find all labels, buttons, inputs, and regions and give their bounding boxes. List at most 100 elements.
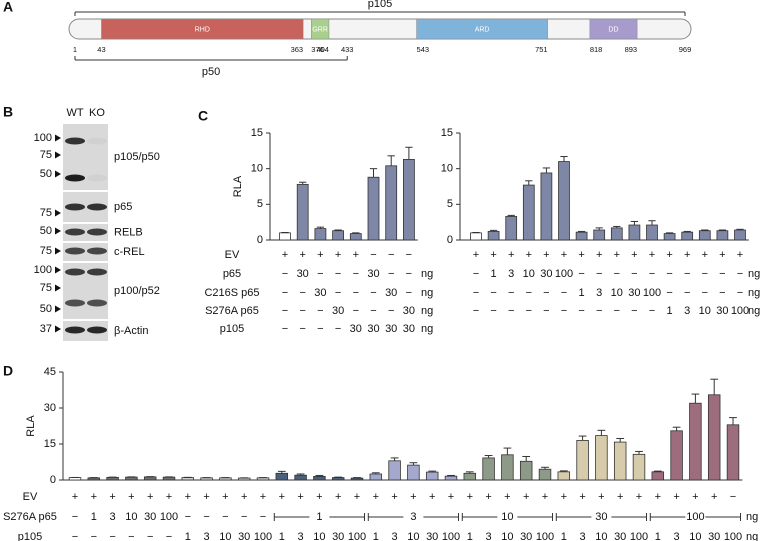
condition-cell: − [719,268,725,280]
bar [610,227,623,241]
condition-cell: − [543,305,549,317]
condition-cell: − [282,287,288,299]
y-axis-label: RLA [232,175,244,197]
blot-label: c-REL [114,246,145,258]
condition-label: C216S p65 [204,287,259,299]
position-label: 543 [417,45,430,54]
condition-cell: 1 [579,287,585,299]
condition-cell: 100 [160,511,178,523]
condition-cell: − [473,287,479,299]
condition-cell: − [526,287,532,299]
condition-cell: 100 [731,305,749,317]
condition-cell: − [299,305,305,317]
condition-cell: − [490,305,496,317]
condition-cell: − [317,268,323,280]
lane-label: KO [89,107,105,119]
y-tick-label: 15 [44,438,56,450]
condition-cell: − [631,268,637,280]
condition-label: p65 [223,268,241,280]
condition-cell: − [508,305,514,317]
condition-cell: − [335,268,341,280]
y-tick-label: 10 [441,163,453,175]
band [87,174,107,182]
bracket-label: 10 [501,511,513,523]
condition-cell: + [391,491,397,503]
marker-label: 75 [40,245,52,257]
condition-cell: + [673,491,679,503]
lane-label: WT [66,107,83,119]
condition-cell: + [128,491,134,503]
unit-label: ng [421,305,433,317]
condition-cell: 3 [684,305,690,317]
bar [501,454,514,481]
condition-cell: 1 [91,511,97,523]
condition-cell: + [692,491,698,503]
condition-cell: + [561,491,567,503]
bar [698,230,711,241]
condition-cell: − [702,287,708,299]
bar [707,394,721,481]
bracket-bg [309,511,330,523]
marker-label: 37 [40,323,52,335]
condition-cell: + [473,249,479,261]
condition-cell: − [128,531,134,541]
bar [595,435,608,481]
condition-cell: + [655,491,661,503]
condition-cell: − [596,268,602,280]
condition-cell: − [561,305,567,317]
condition-cell: 100 [555,268,573,280]
panel-label: C [198,108,208,124]
condition-cell: + [636,491,642,503]
domain-name: DD [608,26,618,33]
bar [575,231,588,241]
condition-cell: + [335,249,341,261]
bar [726,424,740,481]
panel-label: B [3,104,13,120]
condition-cell: + [410,491,416,503]
marker-arrow [55,134,61,142]
condition-cell: 3 [392,531,398,541]
marker-label: 50 [40,303,52,315]
bar [689,402,702,481]
condition-cell: − [388,249,394,261]
marker-label: 75 [40,282,52,294]
condition-cell: + [260,491,266,503]
fragment-name: p50 [202,66,220,78]
bracket-label: 30 [595,511,607,523]
band [65,203,85,211]
y-tick-label: 5 [447,198,453,210]
band [65,174,85,182]
bar [463,472,477,481]
condition-label: S276A p65 [205,305,259,317]
bar [296,183,309,241]
condition-cell: + [354,491,360,503]
panel-label: D [3,363,13,379]
blot [63,243,108,261]
bar [487,231,500,241]
bracket-bg [685,511,706,523]
position-label: 433 [341,45,354,54]
condition-cell: − [508,287,514,299]
bar [314,228,327,241]
condition-label: S276A p65 [3,511,57,523]
bar [470,232,482,241]
band [65,326,85,334]
band [65,137,85,145]
condition-cell: + [711,491,717,503]
bar [237,477,251,481]
marker-arrow [55,266,61,274]
bar [557,471,571,481]
position-label: 404 [316,45,329,54]
condition-cell: 3 [596,287,602,299]
domain [589,18,638,40]
bar [646,224,658,241]
condition-cell: 30 [332,305,344,317]
condition-cell: − [317,305,323,317]
condition-cell: 30 [520,531,532,541]
unit-label: ng [748,305,760,317]
condition-cell: − [543,287,549,299]
condition-label: EV [23,491,38,503]
band [87,326,107,334]
condition-cell: + [578,249,584,261]
condition-cell: − [299,287,305,299]
